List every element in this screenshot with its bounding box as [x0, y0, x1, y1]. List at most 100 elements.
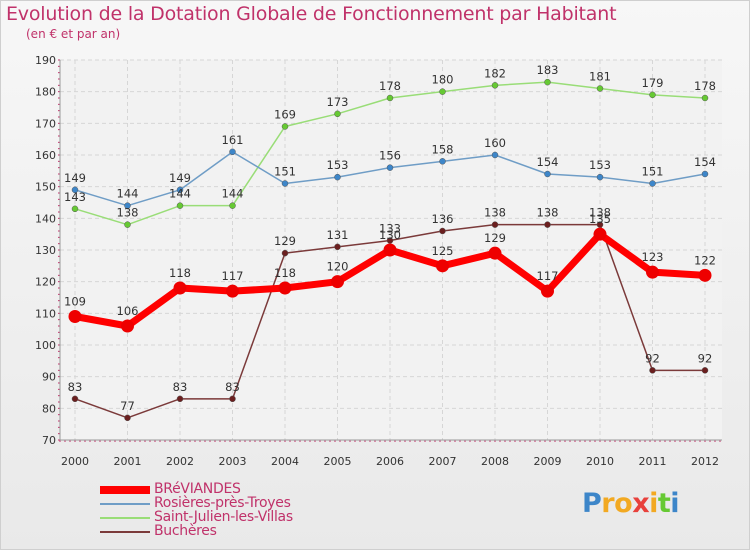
data-point [701, 170, 709, 178]
chart-title: Evolution de la Dotation Globale de Fonc… [6, 3, 617, 25]
data-point [436, 259, 449, 273]
y-tick-label: 70 [42, 434, 56, 447]
data-label: 154 [694, 155, 716, 169]
legend-item-rosieres: Rosières-près-Troyes [100, 495, 400, 511]
data-label: 138 [589, 206, 611, 220]
data-point [71, 205, 79, 213]
data-point [173, 281, 187, 295]
data-point [229, 202, 236, 209]
data-label: 130 [379, 228, 401, 242]
data-label: 158 [432, 142, 454, 156]
data-point [649, 91, 656, 99]
data-point [593, 227, 607, 241]
data-point [334, 110, 341, 118]
x-tick-label: 2005 [324, 455, 352, 468]
data-label: 77 [120, 399, 135, 413]
x-tick-label: 2004 [271, 455, 299, 468]
data-label: 129 [274, 234, 296, 248]
data-point [229, 148, 236, 156]
data-label: 92 [698, 351, 713, 365]
data-label: 138 [537, 206, 559, 220]
data-label: 154 [537, 155, 559, 169]
data-label: 131 [327, 228, 349, 242]
data-label: 123 [642, 250, 664, 264]
data-point [544, 78, 551, 86]
y-tick-label: 160 [35, 149, 56, 162]
data-label: 109 [64, 295, 86, 309]
x-tick-label: 2008 [481, 455, 509, 468]
data-point [698, 268, 712, 282]
data-label: 179 [642, 76, 664, 90]
legend-label: Saint-Julien-les-Villas [154, 509, 293, 525]
legend-swatch [100, 517, 150, 519]
data-point [701, 94, 709, 102]
data-label: 160 [484, 136, 506, 150]
data-point [281, 249, 289, 257]
data-point [386, 164, 394, 171]
proxiti-logo: Proxiti [582, 488, 680, 519]
data-point [334, 173, 341, 181]
logo-letter: i [649, 488, 658, 519]
data-label: 156 [379, 149, 401, 163]
y-tick-label: 190 [35, 54, 56, 67]
data-label: 161 [222, 133, 244, 147]
data-point [439, 88, 446, 95]
data-point [226, 284, 239, 298]
data-label: 106 [117, 304, 139, 318]
y-tick-label: 140 [35, 212, 56, 225]
data-point [439, 158, 446, 165]
y-tick-label: 120 [35, 276, 56, 289]
data-point [439, 227, 446, 235]
data-label: 153 [327, 158, 349, 172]
data-label: 143 [64, 190, 86, 204]
data-point [176, 186, 184, 194]
logo-letter: r [601, 488, 615, 519]
data-label: 83 [225, 380, 240, 394]
data-point [278, 281, 292, 295]
data-point [491, 221, 499, 228]
legend-item-saint-julien: Saint-Julien-les-Villas [100, 509, 400, 525]
x-tick-label: 2012 [691, 455, 719, 468]
legend-label: Buchères [154, 523, 217, 539]
data-point [334, 243, 341, 251]
legend-label: BRéVIANDES [154, 481, 241, 497]
data-label: 136 [432, 212, 454, 226]
data-point [649, 367, 656, 374]
data-point [331, 275, 344, 289]
data-label: 182 [484, 66, 506, 80]
data-point [596, 173, 604, 181]
data-label: 173 [327, 95, 349, 109]
y-tick-label: 180 [35, 86, 56, 99]
data-point [596, 85, 604, 92]
logo-letter: o [614, 488, 633, 519]
data-label: 144 [117, 187, 139, 201]
x-tick-label: 2007 [429, 455, 457, 468]
logo-letter: t [657, 488, 671, 519]
y-tick-label: 90 [42, 371, 56, 384]
data-point [281, 180, 289, 187]
data-label: 133 [379, 222, 401, 236]
data-label: 135 [589, 212, 611, 226]
data-point [68, 310, 82, 323]
data-label: 178 [694, 79, 716, 93]
x-tick-label: 2010 [586, 455, 614, 468]
data-point [71, 395, 79, 403]
y-tick-label: 130 [35, 244, 56, 257]
legend-item-bucheres: Buchères [100, 523, 400, 539]
data-label: 153 [589, 158, 611, 172]
y-tick-label: 150 [35, 181, 56, 194]
data-label: 183 [537, 63, 559, 77]
data-point [121, 319, 134, 333]
data-point [544, 170, 551, 178]
x-tick-label: 2009 [534, 455, 562, 468]
x-tick-label: 2011 [639, 455, 667, 468]
data-point [544, 221, 551, 228]
x-tick-label: 2000 [61, 455, 89, 468]
data-point [646, 265, 659, 279]
legend: BRéVIANDES Rosières-près-Troyes Saint-Ju… [100, 481, 400, 539]
data-label: 83 [173, 380, 188, 394]
data-point [541, 284, 554, 298]
data-label: 125 [432, 244, 454, 258]
data-label: 144 [169, 187, 191, 201]
y-tick-label: 100 [35, 339, 56, 352]
